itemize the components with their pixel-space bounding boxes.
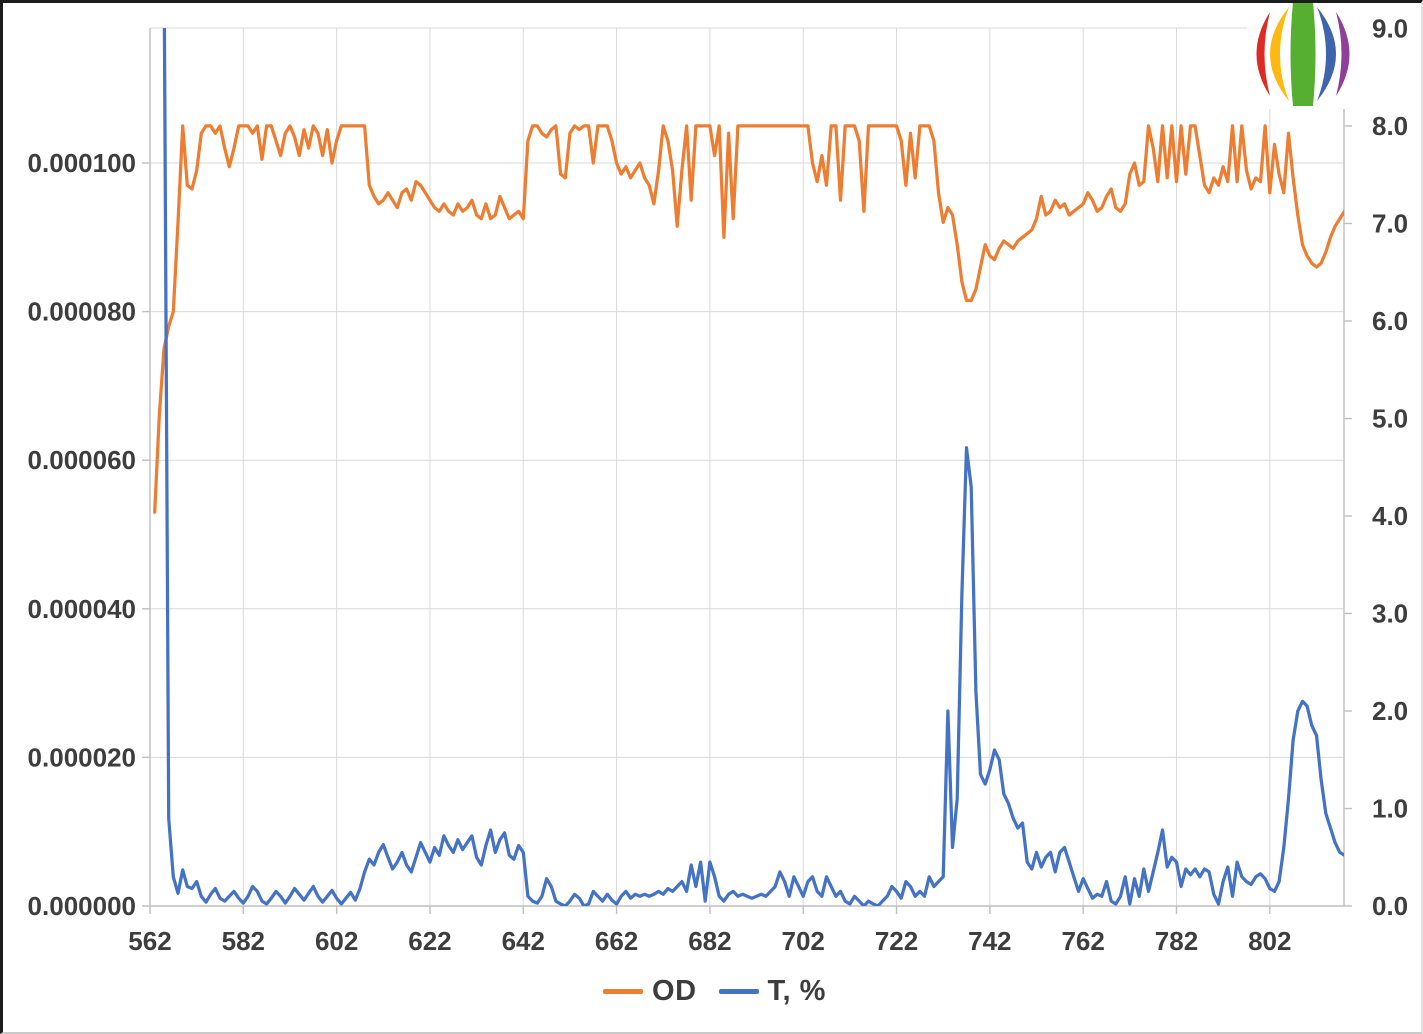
y-right-tick-label: 7.0 [1372,209,1408,239]
x-tick-label: 742 [968,926,1011,956]
x-tick-label: 582 [222,926,265,956]
logo-stripe-red [1256,12,1270,96]
y-left-tick-label: 0.000100 [28,148,136,178]
striped-sphere-logo [1256,3,1350,106]
t-line-swatch [718,989,759,994]
y-right-tick-label: 4.0 [1372,501,1408,531]
od-line-swatch [603,989,644,994]
x-tick-label: 662 [595,926,638,956]
logo-stripe-purple [1336,12,1350,96]
logo [1247,3,1359,109]
y-right-tick-label: 5.0 [1372,404,1408,434]
y-right-tick-label: 1.0 [1372,794,1408,824]
x-tick-label: 802 [1248,926,1291,956]
y-right-tick-label: 6.0 [1372,306,1408,336]
x-tick-label: 762 [1061,926,1104,956]
series-line-t [162,28,1344,906]
axes [142,27,1352,914]
x-tick-label: 702 [782,926,825,956]
logo-stripe-green [1290,3,1316,106]
gridlines [149,27,1344,907]
y-left-tick-label: 0.000080 [28,297,136,327]
y-right-tick-label: 0.0 [1372,891,1408,921]
logo-stripe-yellow [1270,7,1289,101]
x-tick-label: 622 [408,926,451,956]
y-right-tick-label: 3.0 [1372,599,1408,629]
legend: OD T, % [3,975,1421,1008]
x-tick-label: 682 [688,926,731,956]
x-tick-label: 722 [875,926,918,956]
axis-labels: 0.000000 0.000020 0.000040 0.000060 0.000080… [28,14,1409,957]
t-legend-label: T, % [767,975,826,1007]
y-right-tick-label: 8.0 [1372,111,1408,141]
x-tick-label: 642 [502,926,545,956]
y-left-tick-label: 0.000040 [28,594,136,624]
y-left-tick-label: 0.000060 [28,445,136,475]
y-left-tick-label: 0.000000 [28,891,136,921]
y-right-tick-label: 2.0 [1372,696,1408,726]
x-tick-label: 602 [315,926,358,956]
y-left-tick-label: 0.000020 [28,742,136,772]
logo-stripe-blue [1317,7,1336,101]
x-tick-label: 562 [128,926,171,956]
legend-item-t: T, % [718,975,826,1008]
legend-item-od: OD [603,975,697,1008]
od-legend-label: OD [652,975,697,1007]
y-right-tick-label: 9.0 [1372,14,1408,44]
x-tick-label: 782 [1155,926,1198,956]
series-line-od [153,124,1344,514]
